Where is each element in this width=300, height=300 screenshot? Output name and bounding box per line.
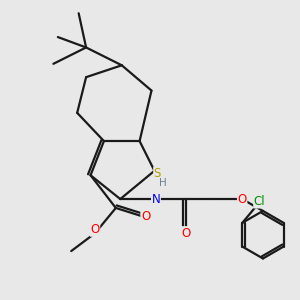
Text: O: O — [238, 193, 247, 206]
Text: Cl: Cl — [254, 195, 266, 208]
Text: O: O — [181, 227, 190, 240]
Text: O: O — [141, 210, 150, 224]
Text: O: O — [90, 223, 100, 236]
Text: N: N — [152, 193, 160, 206]
Text: H: H — [160, 178, 167, 188]
Text: S: S — [154, 167, 161, 180]
